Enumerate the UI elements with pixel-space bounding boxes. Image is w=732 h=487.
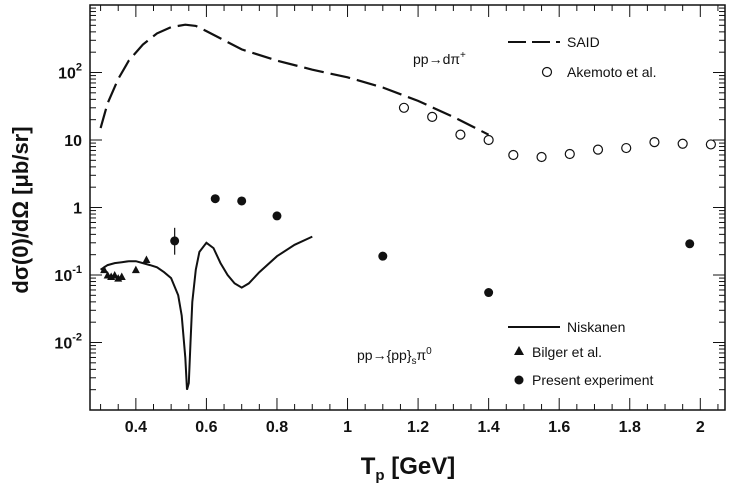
x-tick-label: 1.4 <box>478 419 500 436</box>
bilger-point <box>142 255 151 263</box>
akemoto-point <box>705 139 716 150</box>
y-tick-label: 10-1 <box>54 264 82 285</box>
y-tick-label: 10 <box>64 133 82 150</box>
legend-niskanen-label: Niskanen <box>567 319 625 335</box>
y-tick-label-base: 10 <box>58 66 76 83</box>
x-tick-labels: 0.4 0.6 0.8 1 1.2 1.4 1.6 1.8 2 <box>125 419 705 436</box>
akemoto-point <box>621 142 632 154</box>
legend-bottom: Niskanen Bilger et al. Present experimen… <box>508 319 654 388</box>
present-point <box>210 194 220 204</box>
present-point <box>272 211 282 221</box>
markers <box>100 102 716 298</box>
y-tick-label-base: 10 <box>54 268 72 285</box>
bilger-point <box>117 272 126 281</box>
akemoto-point <box>455 129 466 140</box>
bilger-point <box>110 271 119 279</box>
x-tick-label: 0.8 <box>266 419 288 436</box>
x-tick-label: 0.6 <box>195 419 217 436</box>
akemoto-point <box>649 137 660 148</box>
legend-said-label: SAID <box>567 34 600 50</box>
present-point <box>237 196 247 206</box>
akemoto-point <box>398 102 410 113</box>
reaction-label-pppi: pp→{pp}sπ0 <box>357 346 432 367</box>
legend-top: SAID Akemoto et al. <box>508 34 657 80</box>
akemoto-point <box>564 148 575 160</box>
legend-present-marker <box>514 375 524 385</box>
y-tick-label: 1 <box>73 201 82 218</box>
x-axis-title: Tp [GeV] <box>361 453 456 484</box>
akemoto-point <box>483 134 494 146</box>
y-tick-label-exp: -2 <box>72 332 82 344</box>
present-point <box>685 239 695 249</box>
y-tick-label: 10-2 <box>54 332 82 353</box>
akemoto-point <box>508 149 519 161</box>
legend-bilger-marker <box>514 346 524 355</box>
legend-akemoto-label: Akemoto et al. <box>567 64 657 80</box>
legend-bilger-label: Bilger et al. <box>532 344 602 360</box>
akemoto-point <box>592 144 604 155</box>
x-axis-title-sub: p <box>375 467 384 484</box>
curves <box>99 23 490 390</box>
present-point <box>484 288 494 298</box>
legend-present-label: Present experiment <box>532 372 654 388</box>
y-tick-label-exp: 2 <box>76 62 82 74</box>
x-tick-label: 2 <box>696 419 705 436</box>
bilger-point <box>131 265 140 274</box>
akemoto-point <box>677 138 688 149</box>
present-point <box>378 251 388 261</box>
x-axis-title-unit: [GeV] <box>385 453 456 480</box>
present-point <box>170 236 180 246</box>
x-tick-label: 1 <box>343 419 352 436</box>
x-tick-label: 1.2 <box>407 419 429 436</box>
reaction-label-dpi-sup: + <box>460 50 466 61</box>
said-curve <box>99 23 490 136</box>
x-tick-label: 1.6 <box>548 419 570 436</box>
x-tick-label: 1.8 <box>619 419 641 436</box>
reaction-label-pppi-tail: π <box>417 347 427 363</box>
bilger-point <box>100 265 109 274</box>
reaction-label-pppi-main: pp→{pp} <box>357 347 412 363</box>
y-tick-label-base: 1 <box>73 201 82 218</box>
legend-akemoto-marker <box>541 66 553 78</box>
niskanen-curve <box>100 235 313 390</box>
y-tick-label-exp: -1 <box>72 264 82 276</box>
x-axis-title-main: T <box>361 453 376 480</box>
y-axis-title: dσ(0)/dΩ [μb/sr] <box>8 126 33 293</box>
akemoto-point <box>427 111 438 122</box>
y-tick-label-base: 10 <box>54 336 72 353</box>
y-tick-label-base: 10 <box>64 133 82 150</box>
akemoto-point <box>536 151 547 163</box>
reaction-label-pppi-sup: 0 <box>426 346 432 357</box>
axis-ticks <box>90 5 725 411</box>
y-tick-label: 102 <box>58 62 82 83</box>
reaction-label-pppi-sub: s <box>412 356 417 367</box>
reaction-label-dpi-main: pp→dπ <box>413 51 460 67</box>
x-tick-label: 0.4 <box>125 419 147 436</box>
reaction-label-dpi: pp→dπ+ <box>413 50 466 67</box>
